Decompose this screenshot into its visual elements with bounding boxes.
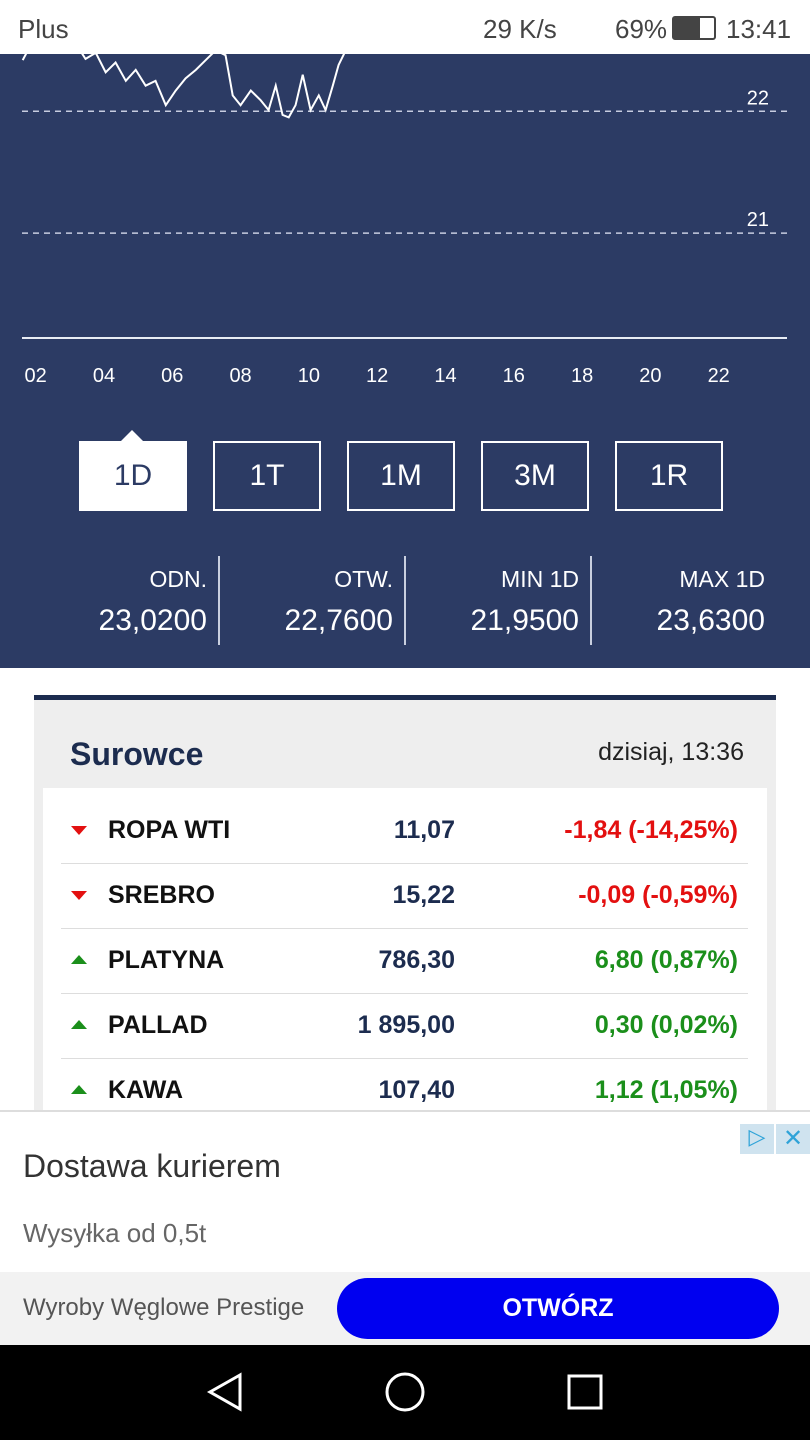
ad-text: Wysyłka od 0,5t [23,1218,207,1248]
name: ROPA WTI [108,816,231,844]
stat-label: MIN 1D [501,566,579,592]
net-speed: 29 K/s [483,14,557,44]
commodity-row[interactable]: PLATYNA 786,30 6,80 (0,87%) [61,928,748,994]
stat-value: 22,7600 [284,604,393,637]
name: KAWA [108,1076,183,1104]
stat-label: ODN. [149,566,208,592]
stat-label: OTW. [334,566,393,592]
advertiser: Wyroby Węglowe Prestige [23,1294,305,1321]
nav-icons [206,1372,603,1412]
change: 6,80 (0,87%) [594,946,738,974]
ad-headline: Dostawa kurierem [23,1148,281,1184]
price: 1 895,00 [357,1011,455,1039]
card-title: Surowce [70,736,204,772]
commodity-row[interactable]: PALLAD 1 895,00 0,30 (0,02%) [61,993,748,1059]
stat-divider [218,556,220,645]
x-tick-label: 06 [161,365,183,387]
trend-icon [71,826,87,835]
x-tick-label: 12 [366,365,388,387]
ad-button[interactable]: OTWÓRZ [337,1278,779,1339]
clock: 13:41 [726,14,792,44]
change: -1,84 (-14,25%) [564,816,738,844]
range-button[interactable]: 1T [213,441,321,511]
name: SREBRO [108,881,215,909]
recents[interactable] [567,1374,603,1410]
battery: 69% [615,14,668,44]
name: PLATYNA [108,946,225,974]
stat-label: MAX 1D [679,566,765,592]
price: 107,40 [378,1076,455,1104]
commodities-list: ROPA WTI 11,07 -1,84 (-14,25%) SREBRO 15,22 -… [43,788,767,1128]
stat-value: 21,9500 [470,604,579,637]
chart-panel: 21 22 02 04 06 08 10 12 14 16 18 20 22 1D 1T 1M 3M 1R OD… [0,54,810,668]
stat-value: 23,6300 [656,604,765,637]
y-tick-label: 21 [747,209,769,231]
updated: dzisiaj, 13:36 [598,738,744,766]
commodities-card: Surowce dzisiaj, 13:36 ROPA WTI 11,07 -1,8… [34,695,776,1130]
x-tick-label: 18 [571,365,593,387]
x-tick-label: 04 [93,365,115,387]
price: 786,30 [378,946,455,974]
x-tick-label: 14 [434,365,456,387]
back[interactable] [206,1372,242,1412]
price-line [21,54,346,119]
x-tick-label: 20 [639,365,661,387]
nav-bar [0,1345,810,1440]
x-tick-label: 10 [298,365,320,387]
x-tick-label: 08 [229,365,251,387]
x-tick-label: 22 [708,365,730,387]
range-button[interactable]: 1D [79,441,187,511]
commodity-row[interactable]: ROPA WTI 11,07 -1,84 (-14,25%) [61,798,748,864]
battery-icon [672,16,716,40]
trend-icon [71,1020,87,1029]
y-tick-label: 22 [747,87,769,109]
name: PALLAD [108,1011,208,1039]
change: 1,12 (1,05%) [594,1076,738,1104]
trend-icon [71,955,87,964]
carrier: Plus [18,14,69,44]
range-button[interactable]: 1M [347,441,455,511]
trend-icon [71,1085,87,1094]
home[interactable] [385,1372,425,1412]
ad-close[interactable]: ✕ [776,1124,810,1154]
change: 0,30 (0,02%) [594,1011,738,1039]
change: -0,09 (-0,59%) [578,881,738,909]
stat-divider [404,556,406,645]
stat-value: 23,0200 [98,604,207,637]
trend-icon [71,891,87,900]
price: 15,22 [392,881,455,909]
price: 11,07 [393,816,455,844]
chart: 21 22 02 04 06 08 10 12 14 16 18 20 22 [21,54,787,387]
ad-choices[interactable]: ▷ [740,1124,774,1154]
range-button[interactable]: 3M [481,441,589,511]
commodity-row[interactable]: SREBRO 15,22 -0,09 (-0,59%) [61,863,748,929]
x-tick-label: 16 [503,365,525,387]
ad[interactable]: ▷ ✕ Dostawa kurierem Wysyłka od 0,5t Wyr… [0,1110,810,1347]
x-tick-label: 02 [25,365,47,387]
stat-divider [590,556,592,645]
selected-notch [121,430,143,441]
range-button[interactable]: 1R [615,441,723,511]
